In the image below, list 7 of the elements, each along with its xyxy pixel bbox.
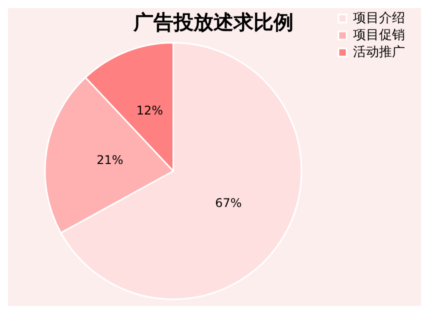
data-label: 67% [215,196,242,210]
chart-title: 广告投放述求比例 [132,10,294,34]
legend-label: 项目促销 [353,28,405,43]
legend-label: 活动推广 [353,44,405,60]
data-label: 12% [136,104,163,118]
legend-label: 项目介绍 [353,10,405,26]
data-label: 21% [96,153,124,168]
